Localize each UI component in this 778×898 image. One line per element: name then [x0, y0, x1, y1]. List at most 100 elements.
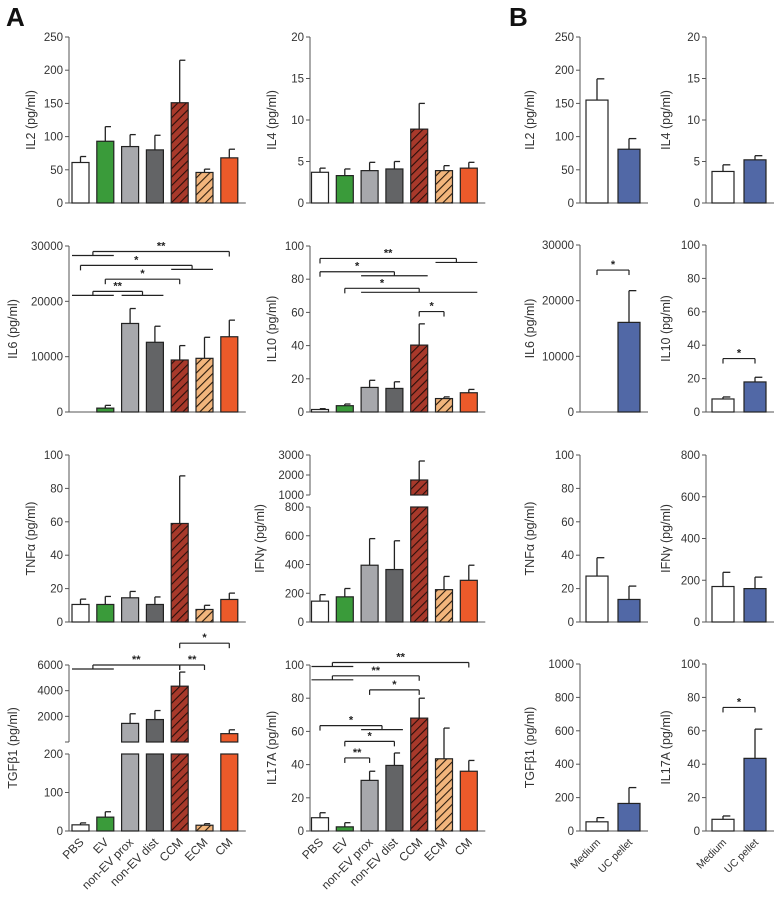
significance-bracket: * [344, 277, 478, 294]
bar-non-ev-dist [385, 568, 404, 623]
bar-ev [96, 140, 115, 204]
significance-bracket: ** [311, 665, 420, 681]
y-tick-label: 20 [561, 584, 574, 596]
y-tick-label: 0 [568, 617, 574, 629]
bar-ccm [410, 717, 429, 832]
bar-non-ev-prox [360, 386, 379, 413]
y-tick-label: 10000 [542, 351, 574, 363]
y-axis-title: TNFα (pg/ml) [24, 502, 38, 576]
bar-ecm [195, 171, 214, 204]
bar-ev [96, 603, 115, 623]
bar-ccm [410, 344, 429, 413]
bar-medium [711, 585, 735, 623]
bar-ecm [434, 589, 454, 623]
y-axis-title: IL17A (pg/ml) [265, 711, 279, 785]
bar-ccm [170, 102, 189, 204]
y-axis-title: IL10 (pg/ml) [265, 296, 279, 363]
y-tick-label: 60 [687, 726, 700, 738]
y-tick-label: 800 [681, 450, 700, 462]
chart-b-il10: 0 20 40 60 80 100 IL10 (pg/ml) * [659, 240, 774, 419]
bar-cm [220, 598, 239, 623]
y-axis-title: IL4 (pg/ml) [265, 90, 279, 150]
significance-bracket: * [344, 730, 395, 747]
bar-non-ev-prox [360, 564, 379, 623]
significance-bracket: * [722, 696, 756, 713]
bar-ecm [434, 758, 454, 832]
y-tick-label: 100 [285, 241, 304, 253]
significance-bracket: ** [72, 241, 230, 257]
y-tick-label: 1000 [278, 490, 304, 502]
y-tick-label: 0 [57, 198, 63, 210]
bar-non-ev-prox-upper [120, 722, 140, 743]
y-tick-label: 100 [285, 660, 304, 672]
y-tick-label: 150 [44, 98, 63, 110]
y-axis-title: IFNγ (pg/ml) [253, 504, 267, 573]
y-tick-label: 0 [568, 198, 574, 210]
y-tick-label: 0 [568, 826, 574, 838]
bar-medium [585, 821, 609, 832]
y-tick-label: 100 [44, 450, 63, 462]
bar-ecm [434, 397, 454, 413]
y-tick-label: 15 [687, 74, 700, 86]
y-tick-label: 0 [298, 407, 304, 419]
significance-label: ** [132, 654, 141, 666]
significance-label: * [355, 261, 360, 273]
bar-ev [335, 175, 354, 204]
y-tick-label: 0 [57, 826, 63, 838]
y-tick-label: 3000 [278, 450, 304, 462]
bar-ev [96, 816, 115, 832]
y-tick-label: 60 [50, 517, 63, 529]
y-tick-label: 0 [568, 407, 574, 419]
panel-label-b: B [509, 2, 528, 32]
y-tick-label: 2000 [278, 470, 304, 482]
significance-label: ** [188, 654, 197, 666]
y-tick-label: 20 [291, 32, 304, 44]
y-tick-label: 40 [291, 760, 304, 772]
y-tick-label: 100 [555, 132, 574, 144]
y-tick-label: 15 [291, 74, 304, 86]
significance-label: ** [353, 747, 362, 759]
bar-cm [459, 579, 478, 623]
x-tick-label: PBS [60, 835, 87, 862]
significance-bracket: * [104, 268, 181, 285]
significance-label: ** [384, 247, 393, 259]
bar-non-ev-dist [385, 764, 404, 832]
y-tick-label: 80 [687, 273, 700, 285]
significance-label: ** [372, 665, 381, 677]
significance-label: * [367, 730, 372, 742]
y-tick-label: 100 [44, 132, 63, 144]
significance-label: ** [113, 280, 122, 292]
significance-bracket: * [418, 301, 445, 317]
chart-b-il4: 0 5 10 15 20 IL4 (pg/ml) [659, 32, 774, 210]
bar-uc-pellet [617, 802, 641, 832]
y-tick-label: 40 [561, 550, 574, 562]
x-tick-label: CM [452, 835, 475, 858]
x-tick-label: CCM [157, 835, 186, 864]
bar-non-ev-dist [145, 603, 164, 623]
bar-uc-pellet [743, 757, 767, 832]
y-tick-label: 400 [285, 560, 304, 572]
bar-uc-pellet [617, 598, 641, 623]
bar-ccm-upper [410, 479, 429, 496]
x-tick-label: UC pellet [596, 837, 635, 876]
chart-a-il4: 0 5 10 15 20 IL4 (pg/ml) [265, 32, 486, 210]
y-tick-label: 20 [687, 32, 700, 44]
bar-pbs [310, 408, 330, 413]
significance-bracket: * [369, 679, 420, 695]
bar-pbs [310, 600, 330, 623]
y-tick-label: 80 [291, 693, 304, 705]
y-tick-label: 600 [285, 531, 304, 543]
y-tick-label: 50 [561, 165, 574, 177]
bar-cm [459, 167, 478, 204]
significance-bracket: ** [319, 247, 478, 264]
bar-ccm [410, 128, 429, 204]
bar-ccm [170, 359, 189, 413]
y-tick-label: 200 [555, 65, 574, 77]
bar-medium [711, 818, 735, 832]
y-axis-title: TGFβ1 (pg/ml) [6, 707, 20, 789]
bar-ev [335, 826, 354, 832]
